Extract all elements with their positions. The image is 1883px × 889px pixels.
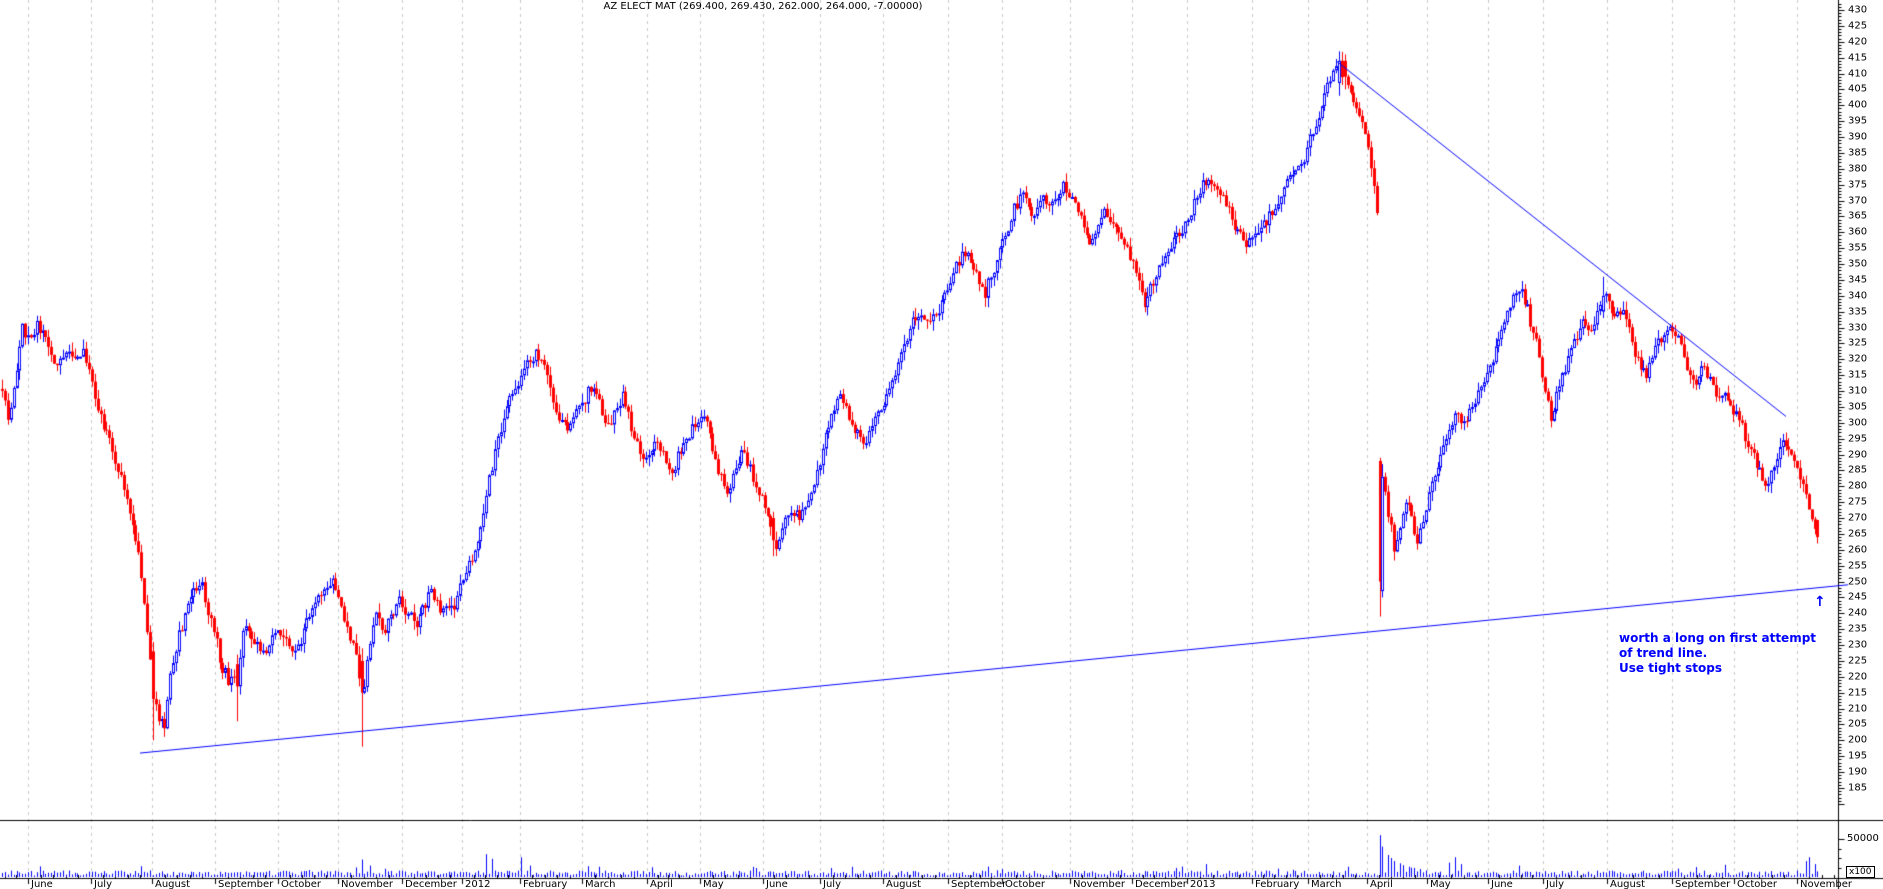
annotation-line: worth a long on first attempt (1619, 631, 1817, 645)
y-axis-label: 205 (1848, 718, 1868, 730)
x-axis-label: December (405, 879, 457, 889)
y-axis-label: 250 (1848, 576, 1868, 588)
y-axis-label: 225 (1848, 655, 1868, 667)
y-axis-label: 400 (1848, 99, 1868, 111)
y-axis-label: 365 (1848, 210, 1868, 222)
x-axis-label: May (1430, 879, 1451, 889)
y-axis-label: 350 (1848, 258, 1868, 270)
y-axis-label: 200 (1848, 734, 1868, 746)
y-axis-label: 235 (1848, 623, 1868, 635)
x-axis-label: July (94, 879, 112, 889)
x-axis-label: October (1737, 879, 1778, 889)
y-axis-label: 285 (1848, 464, 1868, 476)
y-axis-label: 265 (1848, 528, 1868, 540)
y-axis-label: 195 (1848, 750, 1868, 762)
x-axis-label: September (1675, 879, 1731, 889)
y-axis-label: 340 (1848, 290, 1868, 302)
x-axis-label: November (1800, 879, 1853, 889)
annotation-line: of trend line. (1619, 646, 1708, 660)
y-axis-label: 405 (1848, 83, 1868, 95)
y-axis-label: 280 (1848, 480, 1868, 492)
y-axis-label: 245 (1848, 591, 1868, 603)
y-axis-label: 300 (1848, 417, 1868, 429)
y-axis-label: 425 (1848, 20, 1868, 32)
y-axis-label: 230 (1848, 639, 1868, 651)
y-axis-label: 395 (1848, 115, 1868, 127)
x-axis-label: July (823, 879, 841, 889)
x-axis-label: November (1073, 879, 1126, 889)
x-axis-label: June (31, 879, 53, 889)
y-axis-label: 215 (1848, 687, 1868, 699)
y-axis-label: 290 (1848, 449, 1868, 461)
y-axis-label: 295 (1848, 433, 1868, 445)
x-axis-label: 2013 (1190, 879, 1216, 889)
x-axis-label: October (1005, 879, 1046, 889)
x-axis-label: August (886, 879, 921, 889)
x-axis-label: September (218, 879, 274, 889)
y-axis-label: 330 (1848, 322, 1868, 334)
y-axis-label: 255 (1848, 560, 1868, 572)
y-axis-label: 420 (1848, 36, 1868, 48)
x-axis-label: 2012 (465, 879, 491, 889)
x-axis-label: October (281, 879, 322, 889)
y-axis-label: 320 (1848, 353, 1868, 365)
x-axis-label: August (1610, 879, 1645, 889)
y-axis-label: 385 (1848, 147, 1868, 159)
x-axis-label: December (1135, 879, 1187, 889)
y-axis-label: 240 (1848, 607, 1868, 619)
x-axis-label: February (1255, 879, 1300, 889)
x-axis-label: February (523, 879, 568, 889)
y-axis-label: 315 (1848, 369, 1868, 381)
y-axis-label: 410 (1848, 68, 1868, 79)
x-axis-label: March (1311, 879, 1342, 889)
x-axis-label: June (1491, 879, 1513, 889)
y-axis-label: 415 (1848, 52, 1868, 64)
x-axis-label: August (155, 879, 190, 889)
y-axis-label: 390 (1848, 131, 1868, 143)
y-axis-label: 270 (1848, 512, 1868, 524)
x-axis-label: March (585, 879, 616, 889)
y-axis-label: 370 (1848, 195, 1868, 207)
x-axis-label: July (1546, 879, 1564, 889)
y-axis-label: 375 (1848, 179, 1868, 191)
y-axis-label: 275 (1848, 496, 1868, 508)
y-axis-label: 380 (1848, 163, 1868, 175)
x-axis-label: May (703, 879, 724, 889)
up-arrow-icon[interactable]: ↑ (1814, 594, 1826, 610)
x-axis-label: April (650, 879, 673, 889)
y-axis-label: 345 (1848, 274, 1868, 286)
volume-axis-label: 50000 (1847, 833, 1879, 844)
y-axis-label: 220 (1848, 671, 1868, 683)
y-axis-label: 190 (1848, 766, 1868, 778)
y-axis-label: 185 (1848, 782, 1868, 794)
y-axis-label: 210 (1848, 703, 1868, 715)
y-axis-label: 310 (1848, 385, 1868, 397)
trade-annotation[interactable]: worth a long on first attempt of trend l… (1619, 631, 1816, 676)
chart-title-quote: AZ ELECT MAT (269.400, 269.430, 262.000,… (603, 1, 923, 12)
x-axis-label: June (766, 879, 788, 889)
y-axis-label: 360 (1848, 226, 1868, 238)
x-axis-label: November (341, 879, 394, 889)
y-axis-label: 430 (1848, 4, 1868, 16)
y-axis-label: 260 (1848, 544, 1868, 556)
y-axis-label: 335 (1848, 306, 1868, 318)
y-axis-label: 325 (1848, 337, 1868, 349)
y-axis-label: 355 (1848, 242, 1868, 254)
x-axis-label: April (1370, 879, 1393, 889)
x-axis-label: September (951, 879, 1007, 889)
annotation-line: Use tight stops (1619, 661, 1722, 675)
scale-multiplier-box: x100 (1846, 866, 1875, 878)
y-axis-label: 305 (1848, 401, 1868, 413)
